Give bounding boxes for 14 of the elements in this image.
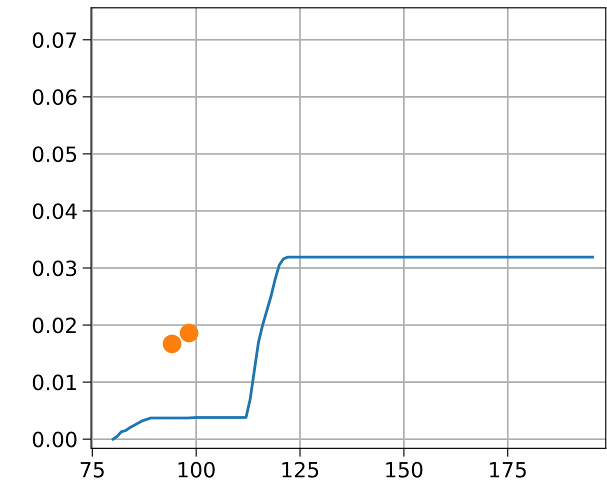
y-tick-label: 0.01 (32, 374, 76, 390)
y-tick-label: 0.06 (32, 89, 77, 106)
line-series (112, 256, 594, 441)
x-tick-label: 75 (80, 462, 104, 478)
y-tick-label: 0.02 (32, 318, 76, 334)
x-tick-label: 100 (178, 462, 215, 478)
y-tick-label: 0.05 (32, 146, 76, 162)
y-tick-label: 0.07 (32, 32, 76, 48)
x-tick-label: 125 (282, 462, 318, 478)
y-tick-label: 0.03 (32, 260, 76, 276)
y-tick-label: 0.00 (32, 432, 76, 448)
x-tick-label: 150 (386, 462, 422, 478)
x-tick-label: 175 (490, 462, 526, 478)
y-tick-label: 0.04 (32, 203, 77, 220)
